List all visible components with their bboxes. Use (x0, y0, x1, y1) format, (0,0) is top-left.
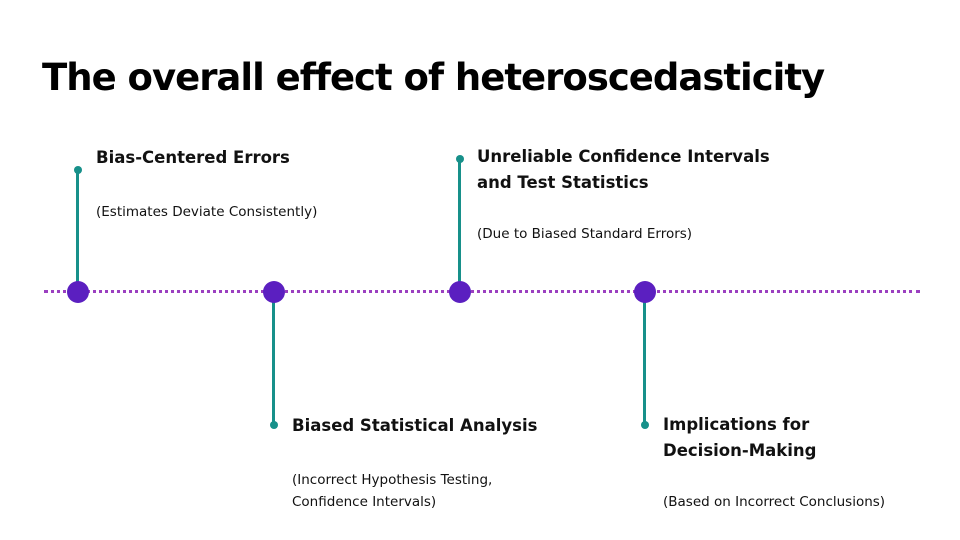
timeline-description-3: (Due to Biased Standard Errors) (477, 226, 693, 242)
timeline-marker-dot-2 (270, 421, 278, 429)
timeline-marker-dot-3 (456, 155, 464, 163)
timeline-stem-4 (643, 292, 646, 426)
timeline-node-1 (67, 281, 89, 303)
timeline-stem-1 (76, 170, 79, 292)
timeline-description-1: (Estimates Deviate Consistently) (96, 204, 318, 220)
timeline-stem-2 (272, 292, 275, 426)
timeline-marker-dot-1 (74, 166, 82, 174)
timeline-node-2 (263, 281, 285, 303)
timeline-description-4: (Based on Incorrect Conclusions) (663, 494, 886, 510)
timeline-stem-3 (458, 159, 461, 292)
timeline-node-3 (449, 281, 471, 303)
timeline-heading-3: Unreliable Confidence Intervals and Test… (477, 147, 770, 192)
timeline-heading-4: Implications for Decision-Making (663, 415, 817, 460)
timeline-marker-dot-4 (641, 421, 649, 429)
slide-title: The overall effect of heteroscedasticity (42, 56, 825, 99)
timeline-node-4 (634, 281, 656, 303)
timeline-heading-1: Bias-Centered Errors (96, 148, 290, 167)
timeline-description-2: (Incorrect Hypothesis Testing, Confidenc… (292, 472, 493, 510)
timeline-dotted-line (44, 290, 920, 293)
timeline-heading-2: Biased Statistical Analysis (292, 416, 538, 435)
